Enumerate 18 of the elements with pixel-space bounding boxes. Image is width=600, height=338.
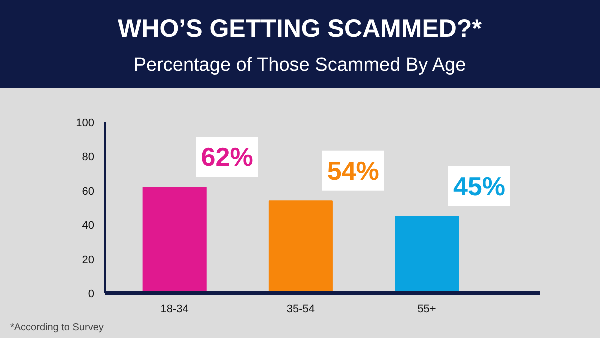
y-tick-label: 60 xyxy=(82,186,95,198)
bar xyxy=(268,200,333,294)
y-tick-label: 100 xyxy=(76,118,95,130)
chart-title: WHO’S GETTING SCAMMED?* xyxy=(117,14,483,45)
data-label: 45% xyxy=(453,171,506,202)
y-tick-label: 20 xyxy=(82,254,95,266)
y-tick-label: 40 xyxy=(82,220,95,232)
y-tick-label: 80 xyxy=(82,152,95,164)
text: *According to Survey xyxy=(10,322,104,334)
y-tick-label: 0 xyxy=(88,288,95,300)
chart-subtitle: Percentage of Those Scammed By Age xyxy=(132,54,468,78)
x-tick-label: 35-54 xyxy=(286,304,316,316)
x-tick-label: 18-34 xyxy=(160,304,189,316)
bar xyxy=(142,186,207,294)
x-tick-label: 55+ xyxy=(418,304,436,316)
data-label: 54% xyxy=(327,156,380,186)
bar xyxy=(395,216,460,294)
data-label: 62% xyxy=(201,142,254,172)
